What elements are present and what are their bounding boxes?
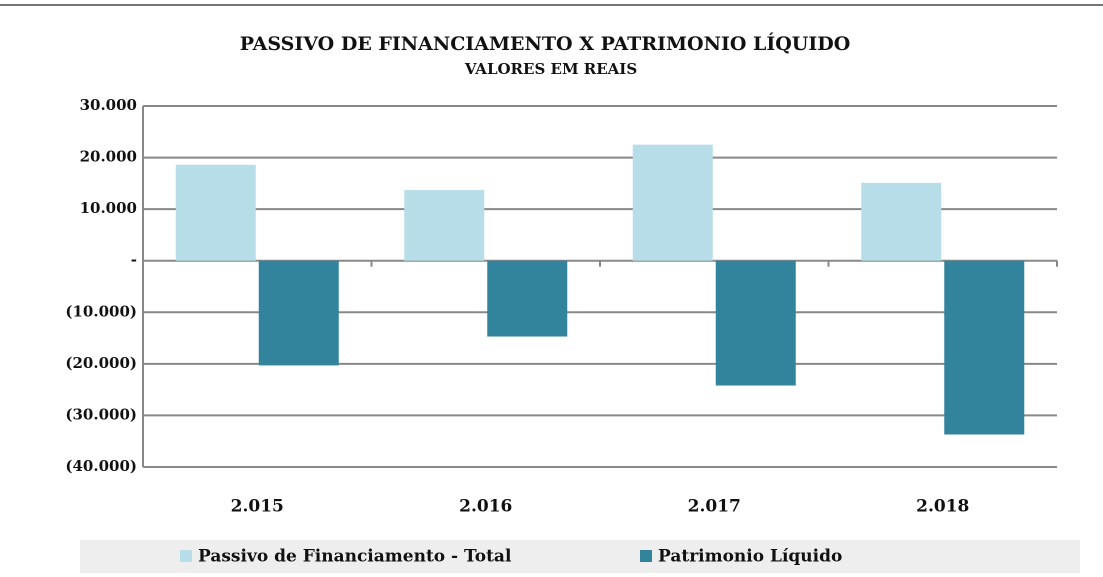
bar [258, 260, 339, 366]
y-tick-label: (10.000) [65, 302, 137, 320]
bar [404, 190, 485, 261]
y-tick-label: - [131, 251, 137, 269]
y-tick-label: (40.000) [65, 457, 137, 475]
legend-label: Passivo de Financiamento - Total [198, 547, 512, 567]
chart-title: PASSIVO DE FINANCIAMENTO X PATRIMONIO LÍ… [240, 32, 851, 55]
bar [715, 260, 796, 386]
bar [632, 144, 713, 261]
x-tick-label: 2.017 [688, 497, 741, 517]
chart-subtitle: VALORES EM REAIS [464, 60, 637, 78]
legend-swatch [640, 550, 652, 562]
y-tick-label: 20.000 [80, 148, 137, 166]
x-tick-label: 2.015 [231, 497, 284, 517]
y-tick-label: 30.000 [80, 96, 137, 114]
legend-label: Patrimonio Líquido [658, 547, 842, 567]
x-tick-label: 2.018 [916, 497, 969, 517]
legend-background [80, 540, 1080, 573]
bar [175, 164, 256, 261]
y-tick-label: (20.000) [65, 354, 137, 372]
legend-swatch [180, 550, 192, 562]
x-tick-label: 2.016 [459, 497, 512, 517]
bar [487, 260, 568, 337]
bar [944, 260, 1025, 435]
bar [861, 182, 942, 261]
y-tick-label: (30.000) [65, 405, 137, 423]
y-tick-label: 10.000 [80, 199, 137, 217]
